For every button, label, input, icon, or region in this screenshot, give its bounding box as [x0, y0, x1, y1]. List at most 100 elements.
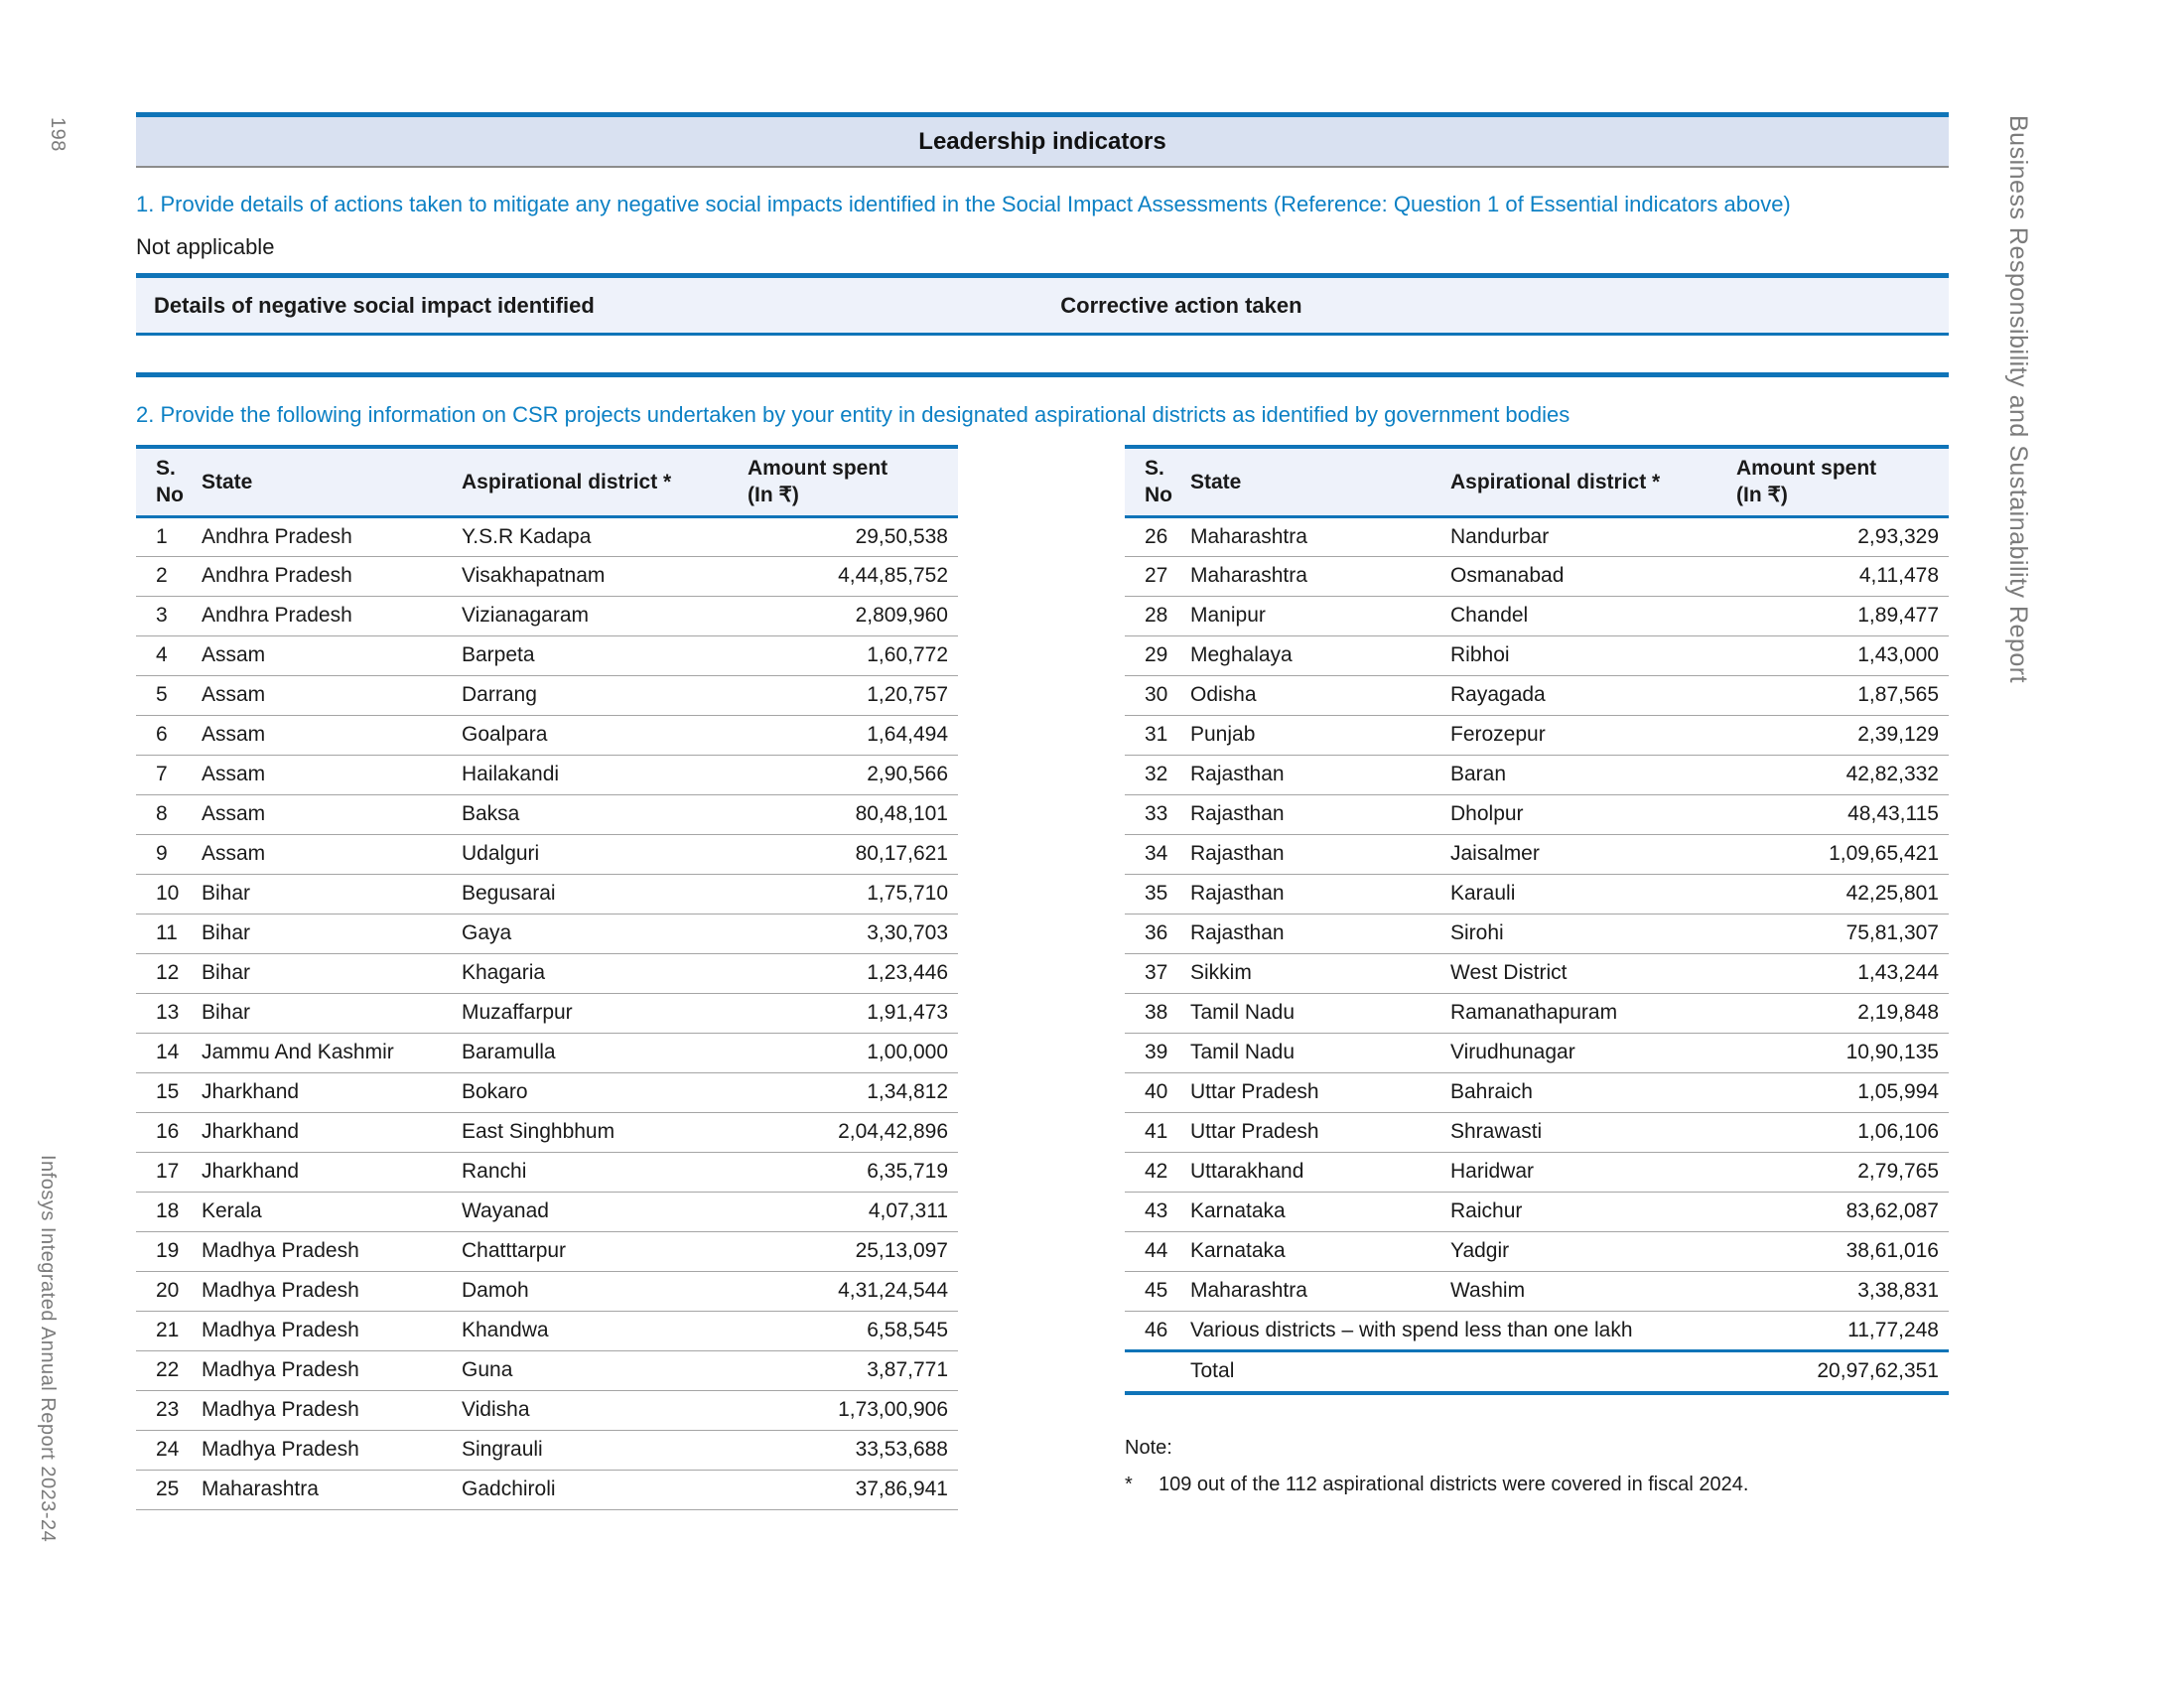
cell-sno: 35: [1125, 874, 1190, 914]
cell-state: Assam: [202, 834, 462, 875]
cell-district: Baksa: [462, 794, 748, 835]
cell-district: Ramanathapuram: [1450, 993, 1736, 1034]
table-row: 18 Kerala Wayanad 4,07,311: [136, 1192, 958, 1232]
cell-sno: 34: [1125, 834, 1190, 875]
table-row: 40 Uttar Pradesh Bahraich 1,05,994: [1125, 1072, 1949, 1113]
cell-sno: 37: [1125, 953, 1190, 994]
table-row: 4 Assam Barpeta 1,60,772: [136, 635, 958, 676]
cell-state: Maharashtra: [1190, 556, 1450, 597]
table-row: 38 Tamil Nadu Ramanathapuram 2,19,848: [1125, 993, 1949, 1034]
table-row: 5 Assam Darrang 1,20,757: [136, 675, 958, 716]
cell-state: Uttar Pradesh: [1190, 1072, 1450, 1113]
cell-state: Tamil Nadu: [1190, 1033, 1450, 1073]
cell-state: Jammu And Kashmir: [202, 1033, 462, 1073]
question-1-answer: Not applicable: [136, 234, 275, 259]
cell-sno: 2: [136, 556, 202, 597]
cell-amount: 11,77,248: [1736, 1311, 1949, 1351]
cell-state: Madhya Pradesh: [202, 1390, 462, 1431]
cell-state: Manipur: [1190, 596, 1450, 636]
cell-district: Baramulla: [462, 1033, 748, 1073]
cell-amount: 2,93,329: [1736, 516, 1949, 557]
table-row: 10 Bihar Begusarai 1,75,710: [136, 874, 958, 914]
table-row: 41 Uttar Pradesh Shrawasti 1,06,106: [1125, 1112, 1949, 1153]
cell-sno: 31: [1125, 715, 1190, 756]
cell-district: Bokaro: [462, 1072, 748, 1113]
cell-state: Jharkhand: [202, 1072, 462, 1113]
cell-district: Hailakandi: [462, 755, 748, 795]
table-row: 36 Rajasthan Sirohi 75,81,307: [1125, 914, 1949, 954]
cell-amount: 1,05,994: [1736, 1072, 1949, 1113]
cell-district: Visakhapatnam: [462, 556, 748, 597]
question-1: 1. Provide details of actions taken to m…: [136, 192, 1791, 216]
table-row: 8 Assam Baksa 80,48,101: [136, 794, 958, 835]
cell-state: Jharkhand: [202, 1112, 462, 1153]
cell-district: Ribhoi: [1450, 635, 1736, 676]
cell-district: Vidisha: [462, 1390, 748, 1431]
cell-district: Goalpara: [462, 715, 748, 756]
cell-amount: 1,20,757: [748, 675, 958, 716]
cell-amount: 80,48,101: [748, 794, 958, 835]
cell-district: Damoh: [462, 1271, 748, 1312]
cell-state: Assam: [202, 675, 462, 716]
cell-sno: 12: [136, 953, 202, 994]
cell-state: Rajasthan: [1190, 794, 1450, 835]
cell-sno: 32: [1125, 755, 1190, 795]
leadership-indicators-header: Leadership indicators: [136, 112, 1949, 168]
table-row: 21 Madhya Pradesh Khandwa 6,58,545: [136, 1311, 958, 1351]
total-row: Total 20,97,62,351: [1125, 1348, 1949, 1395]
cell-sno: 38: [1125, 993, 1190, 1034]
cell-amount: 2,39,129: [1736, 715, 1949, 756]
cell-state: Assam: [202, 635, 462, 676]
col-header-sno: S. No: [136, 445, 202, 518]
cell-district: Wayanad: [462, 1192, 748, 1232]
cell-state: Karnataka: [1190, 1192, 1450, 1232]
table-row: 30 Odisha Rayagada 1,87,565: [1125, 675, 1949, 716]
cell-district: Raichur: [1450, 1192, 1736, 1232]
cell-district: Darrang: [462, 675, 748, 716]
cell-amount: 3,87,771: [748, 1350, 958, 1391]
cell-amount: 1,91,473: [748, 993, 958, 1034]
table-row: 6 Assam Goalpara 1,64,494: [136, 715, 958, 756]
table-row: 17 Jharkhand Ranchi 6,35,719: [136, 1152, 958, 1193]
cell-sno: 7: [136, 755, 202, 795]
table-row: 34 Rajasthan Jaisalmer 1,09,65,421: [1125, 834, 1949, 875]
table-row: 29 Meghalaya Ribhoi 1,43,000: [1125, 635, 1949, 676]
cell-state: Rajasthan: [1190, 874, 1450, 914]
cell-amount: 38,61,016: [1736, 1231, 1949, 1272]
table-row: 15 Jharkhand Bokaro 1,34,812: [136, 1072, 958, 1113]
cell-district: Nandurbar: [1450, 516, 1736, 557]
cell-state: Rajasthan: [1190, 755, 1450, 795]
cell-district: Muzaffarpur: [462, 993, 748, 1034]
col-header-sno: S. No: [1125, 445, 1190, 518]
cell-amount: 1,89,477: [1736, 596, 1949, 636]
impact-table-header: Details of negative social impact identi…: [136, 278, 1949, 336]
cell-amount: 4,31,24,544: [748, 1271, 958, 1312]
note-line: * 109 out of the 112 aspirational distri…: [1125, 1474, 1949, 1496]
cell-state: Karnataka: [1190, 1231, 1450, 1272]
cell-amount: 2,90,566: [748, 755, 958, 795]
band-title: Leadership indicators: [918, 127, 1166, 155]
cell-amount: 1,23,446: [748, 953, 958, 994]
table-row: 27 Maharashtra Osmanabad 4,11,478: [1125, 556, 1949, 597]
col-header-amount: Amount spent (In ₹): [748, 445, 958, 518]
cell-district: Guna: [462, 1350, 748, 1391]
col-header-state: State: [202, 445, 462, 518]
table-row: 35 Rajasthan Karauli 42,25,801: [1125, 874, 1949, 914]
cell-state: Various districts – with spend less than…: [1190, 1311, 1736, 1351]
cell-amount: 2,04,42,896: [748, 1112, 958, 1153]
table-row: 31 Punjab Ferozepur 2,39,129: [1125, 715, 1949, 756]
cell-sno: 6: [136, 715, 202, 756]
col-header-amount: Amount spent (In ₹): [1736, 445, 1949, 518]
cell-sno: 40: [1125, 1072, 1190, 1113]
cell-state: Andhra Pradesh: [202, 556, 462, 597]
cell-state: Bihar: [202, 914, 462, 954]
cell-district: Baran: [1450, 755, 1736, 795]
cell-state: Bihar: [202, 953, 462, 994]
cell-sno: 11: [136, 914, 202, 954]
cell-amount: 1,87,565: [1736, 675, 1949, 716]
cell-state: Assam: [202, 755, 462, 795]
cell-state: Uttarakhand: [1190, 1152, 1450, 1193]
cell-sno: 22: [136, 1350, 202, 1391]
cell-amount: 1,43,244: [1736, 953, 1949, 994]
table-header-row: S. No State Aspirational district * Amou…: [1125, 445, 1949, 518]
